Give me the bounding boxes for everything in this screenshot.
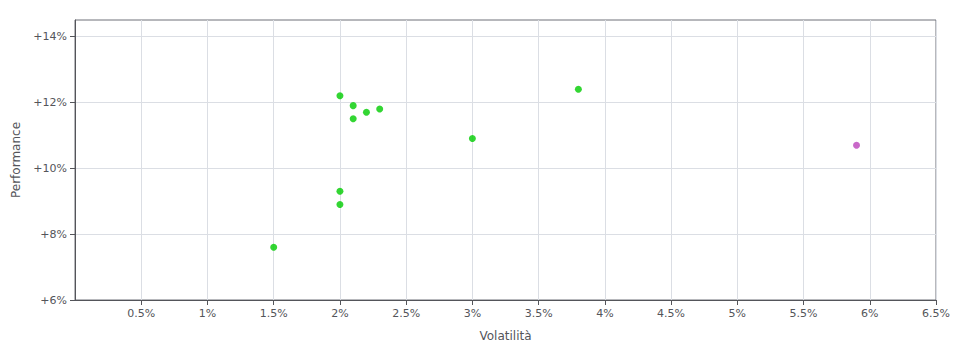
svg-text:1%: 1% (199, 307, 216, 320)
svg-text:+6%: +6% (40, 294, 67, 307)
svg-text:+10%: +10% (33, 162, 67, 175)
svg-text:3.5%: 3.5% (525, 307, 553, 320)
svg-text:5%: 5% (729, 307, 746, 320)
svg-text:2%: 2% (331, 307, 348, 320)
svg-text:1.5%: 1.5% (260, 307, 288, 320)
svg-text:6%: 6% (861, 307, 878, 320)
svg-text:5.5%: 5.5% (790, 307, 818, 320)
svg-text:0.5%: 0.5% (127, 307, 155, 320)
svg-text:3%: 3% (464, 307, 481, 320)
svg-text:Volatilità: Volatilità (479, 329, 531, 343)
svg-text:6.5%: 6.5% (922, 307, 950, 320)
svg-text:+12%: +12% (33, 96, 67, 109)
svg-text:+14%: +14% (33, 30, 67, 43)
svg-text:Performance: Performance (9, 122, 23, 198)
svg-text:4%: 4% (596, 307, 613, 320)
svg-text:+8%: +8% (40, 228, 67, 241)
svg-text:2.5%: 2.5% (392, 307, 420, 320)
svg-text:4.5%: 4.5% (657, 307, 685, 320)
